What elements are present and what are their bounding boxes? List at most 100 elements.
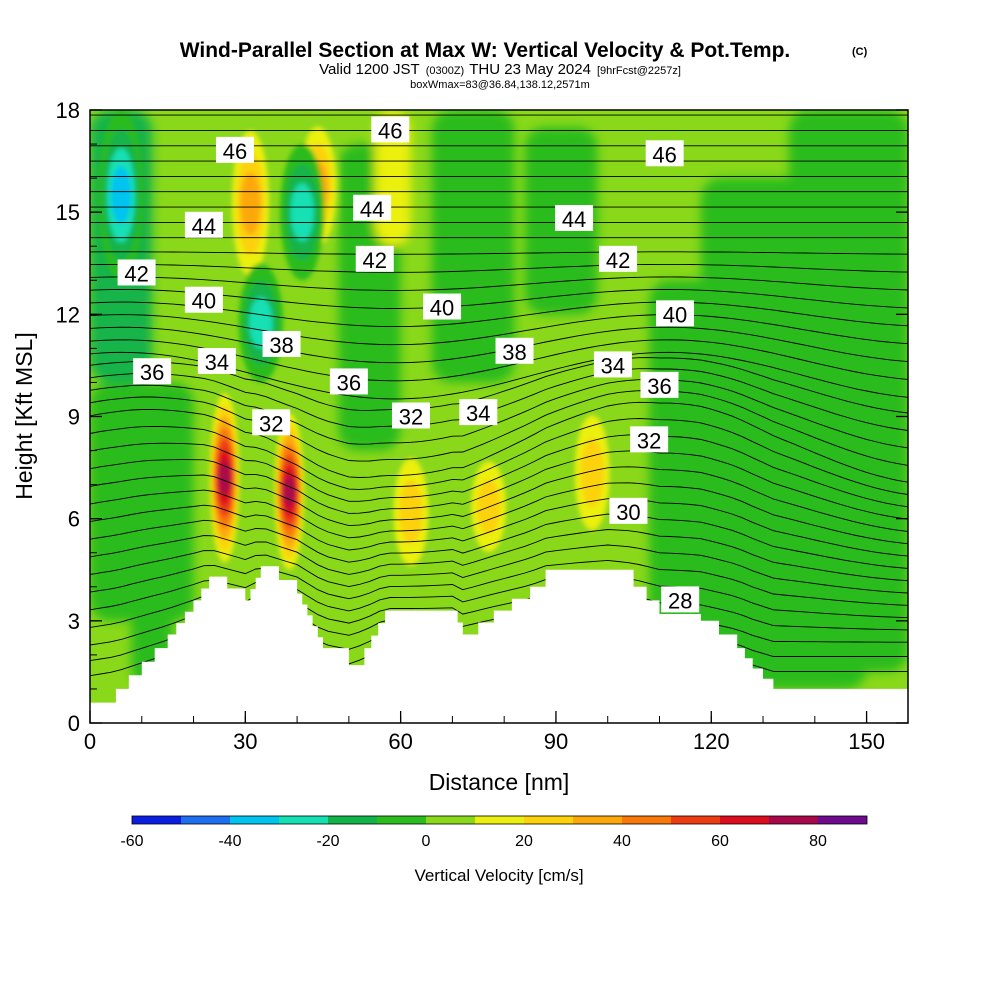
velocity-cell <box>273 402 306 580</box>
theta-label-bg <box>495 337 534 364</box>
theta-line <box>90 289 908 309</box>
theta-label-bg <box>133 358 172 385</box>
theta-label: 28 <box>661 586 700 613</box>
y-tick-label: 6 <box>68 507 80 532</box>
colorbar-tick-label: 20 <box>515 833 533 850</box>
theta-label-bg <box>555 204 594 231</box>
velocity-contour-fill <box>580 438 604 507</box>
theta-label: 46 <box>371 116 410 143</box>
theta-line <box>90 544 908 594</box>
copyright-mark: (C) <box>852 46 868 58</box>
theta-label: 36 <box>329 368 368 395</box>
y-tick-label: 3 <box>68 609 80 634</box>
theta-line <box>90 276 908 291</box>
theta-label-bg <box>371 116 410 143</box>
theta-line <box>90 559 908 606</box>
theta-label-bg <box>593 351 632 378</box>
theta-label-bg <box>197 348 236 375</box>
theta-label: 40 <box>423 293 462 321</box>
velocity-cell <box>569 392 615 553</box>
forecast-info: [9hrFcst@2257z] <box>597 65 681 77</box>
theta-label-text: 46 <box>378 118 402 143</box>
theta-label-bg <box>656 300 695 327</box>
colorbar-frame <box>131 815 868 825</box>
theta-label: 38 <box>262 330 301 358</box>
velocity-cell <box>98 110 144 281</box>
theta-line <box>90 466 908 532</box>
theta-label: 42 <box>355 245 394 273</box>
theta-label: 34 <box>459 399 498 426</box>
theta-label-bg <box>329 368 368 395</box>
theta-label-bg <box>117 259 156 286</box>
colorbar-swatch <box>818 816 867 824</box>
theta-label-text: 42 <box>124 261 148 286</box>
theta-label: 46 <box>645 140 684 167</box>
colorbar-swatch <box>132 816 181 824</box>
theta-label: 32 <box>252 409 291 436</box>
colorbar-swatch <box>181 816 230 824</box>
theta-label: 42 <box>117 259 156 286</box>
theta-line <box>90 529 908 582</box>
theta-label-text: 38 <box>502 340 526 365</box>
theta-label: 46 <box>215 136 254 164</box>
theta-label-text: 34 <box>205 350 229 375</box>
velocity-contour-fill <box>283 475 296 508</box>
theta-label: 30 <box>609 497 648 525</box>
theta-label-bg <box>630 426 669 453</box>
theta-label-text: 34 <box>466 401 490 426</box>
theta-label-text: 42 <box>606 248 630 273</box>
theta-label-text: 28 <box>668 588 692 613</box>
velocity-band <box>131 518 173 689</box>
velocity-cell <box>388 436 434 587</box>
velocity-contour-fill <box>218 460 231 495</box>
theta-label-bg <box>599 245 638 272</box>
theta-label-text: 44 <box>192 214 216 239</box>
colorbar-tick-label: 40 <box>613 833 631 850</box>
colorbar-tick-label: 0 <box>422 833 431 850</box>
velocity-cell <box>208 382 241 574</box>
colorbar: -60 -40 -20 0 20 40 60 80 <box>120 815 868 850</box>
theta-label-text: 46 <box>652 142 676 167</box>
velocity-band <box>788 110 908 672</box>
theta-line <box>90 390 908 466</box>
valid-time-utc: (0300Z) <box>426 65 465 77</box>
theta-line <box>90 434 908 508</box>
theta-label-bg <box>184 211 223 238</box>
colorbar-swatch <box>720 816 769 824</box>
theta-label: 38 <box>495 337 534 365</box>
theta-line <box>90 513 908 569</box>
theta-label-text: 46 <box>223 139 247 164</box>
theta-label: 42 <box>599 245 638 273</box>
theta-label: 44 <box>353 194 392 222</box>
theta-label-bg <box>459 399 498 426</box>
x-axis-label: Distance [nm] <box>429 769 570 795</box>
theta-label: 34 <box>593 351 632 378</box>
theta-label: 40 <box>656 300 695 327</box>
theta-label-bg <box>661 586 700 613</box>
theta-label: 32 <box>391 402 430 430</box>
theta-label-bg <box>640 371 679 398</box>
theta-label-text: 42 <box>363 248 387 273</box>
valid-time: Valid 1200 JST <box>319 61 420 78</box>
y-axis-label: Height [Kft MSL] <box>11 332 37 499</box>
theta-line <box>90 482 908 545</box>
x-tick-label: 30 <box>233 729 257 754</box>
theta-label-text: 36 <box>140 360 164 385</box>
theta-line <box>90 450 908 520</box>
theta-label-text: 44 <box>360 197 384 222</box>
theta-label-text: 44 <box>562 207 586 232</box>
x-tick-label: 60 <box>388 729 412 754</box>
theta-label: 32 <box>630 426 669 453</box>
colorbar-swatch <box>671 816 720 824</box>
colorbar-swatch <box>377 816 426 824</box>
terrain-mask <box>90 566 908 723</box>
theta-label-text: 30 <box>616 500 640 525</box>
theta-line <box>90 301 908 328</box>
theta-label-text: 40 <box>430 296 454 321</box>
velocity-contour-fill <box>399 479 423 544</box>
theta-label-bg <box>609 497 648 524</box>
box-wmax-line: boxWmax=83@36.84,138.12,2571m <box>410 79 590 91</box>
velocity-contour-fill <box>240 172 261 235</box>
theta-label-text: 32 <box>259 411 283 436</box>
